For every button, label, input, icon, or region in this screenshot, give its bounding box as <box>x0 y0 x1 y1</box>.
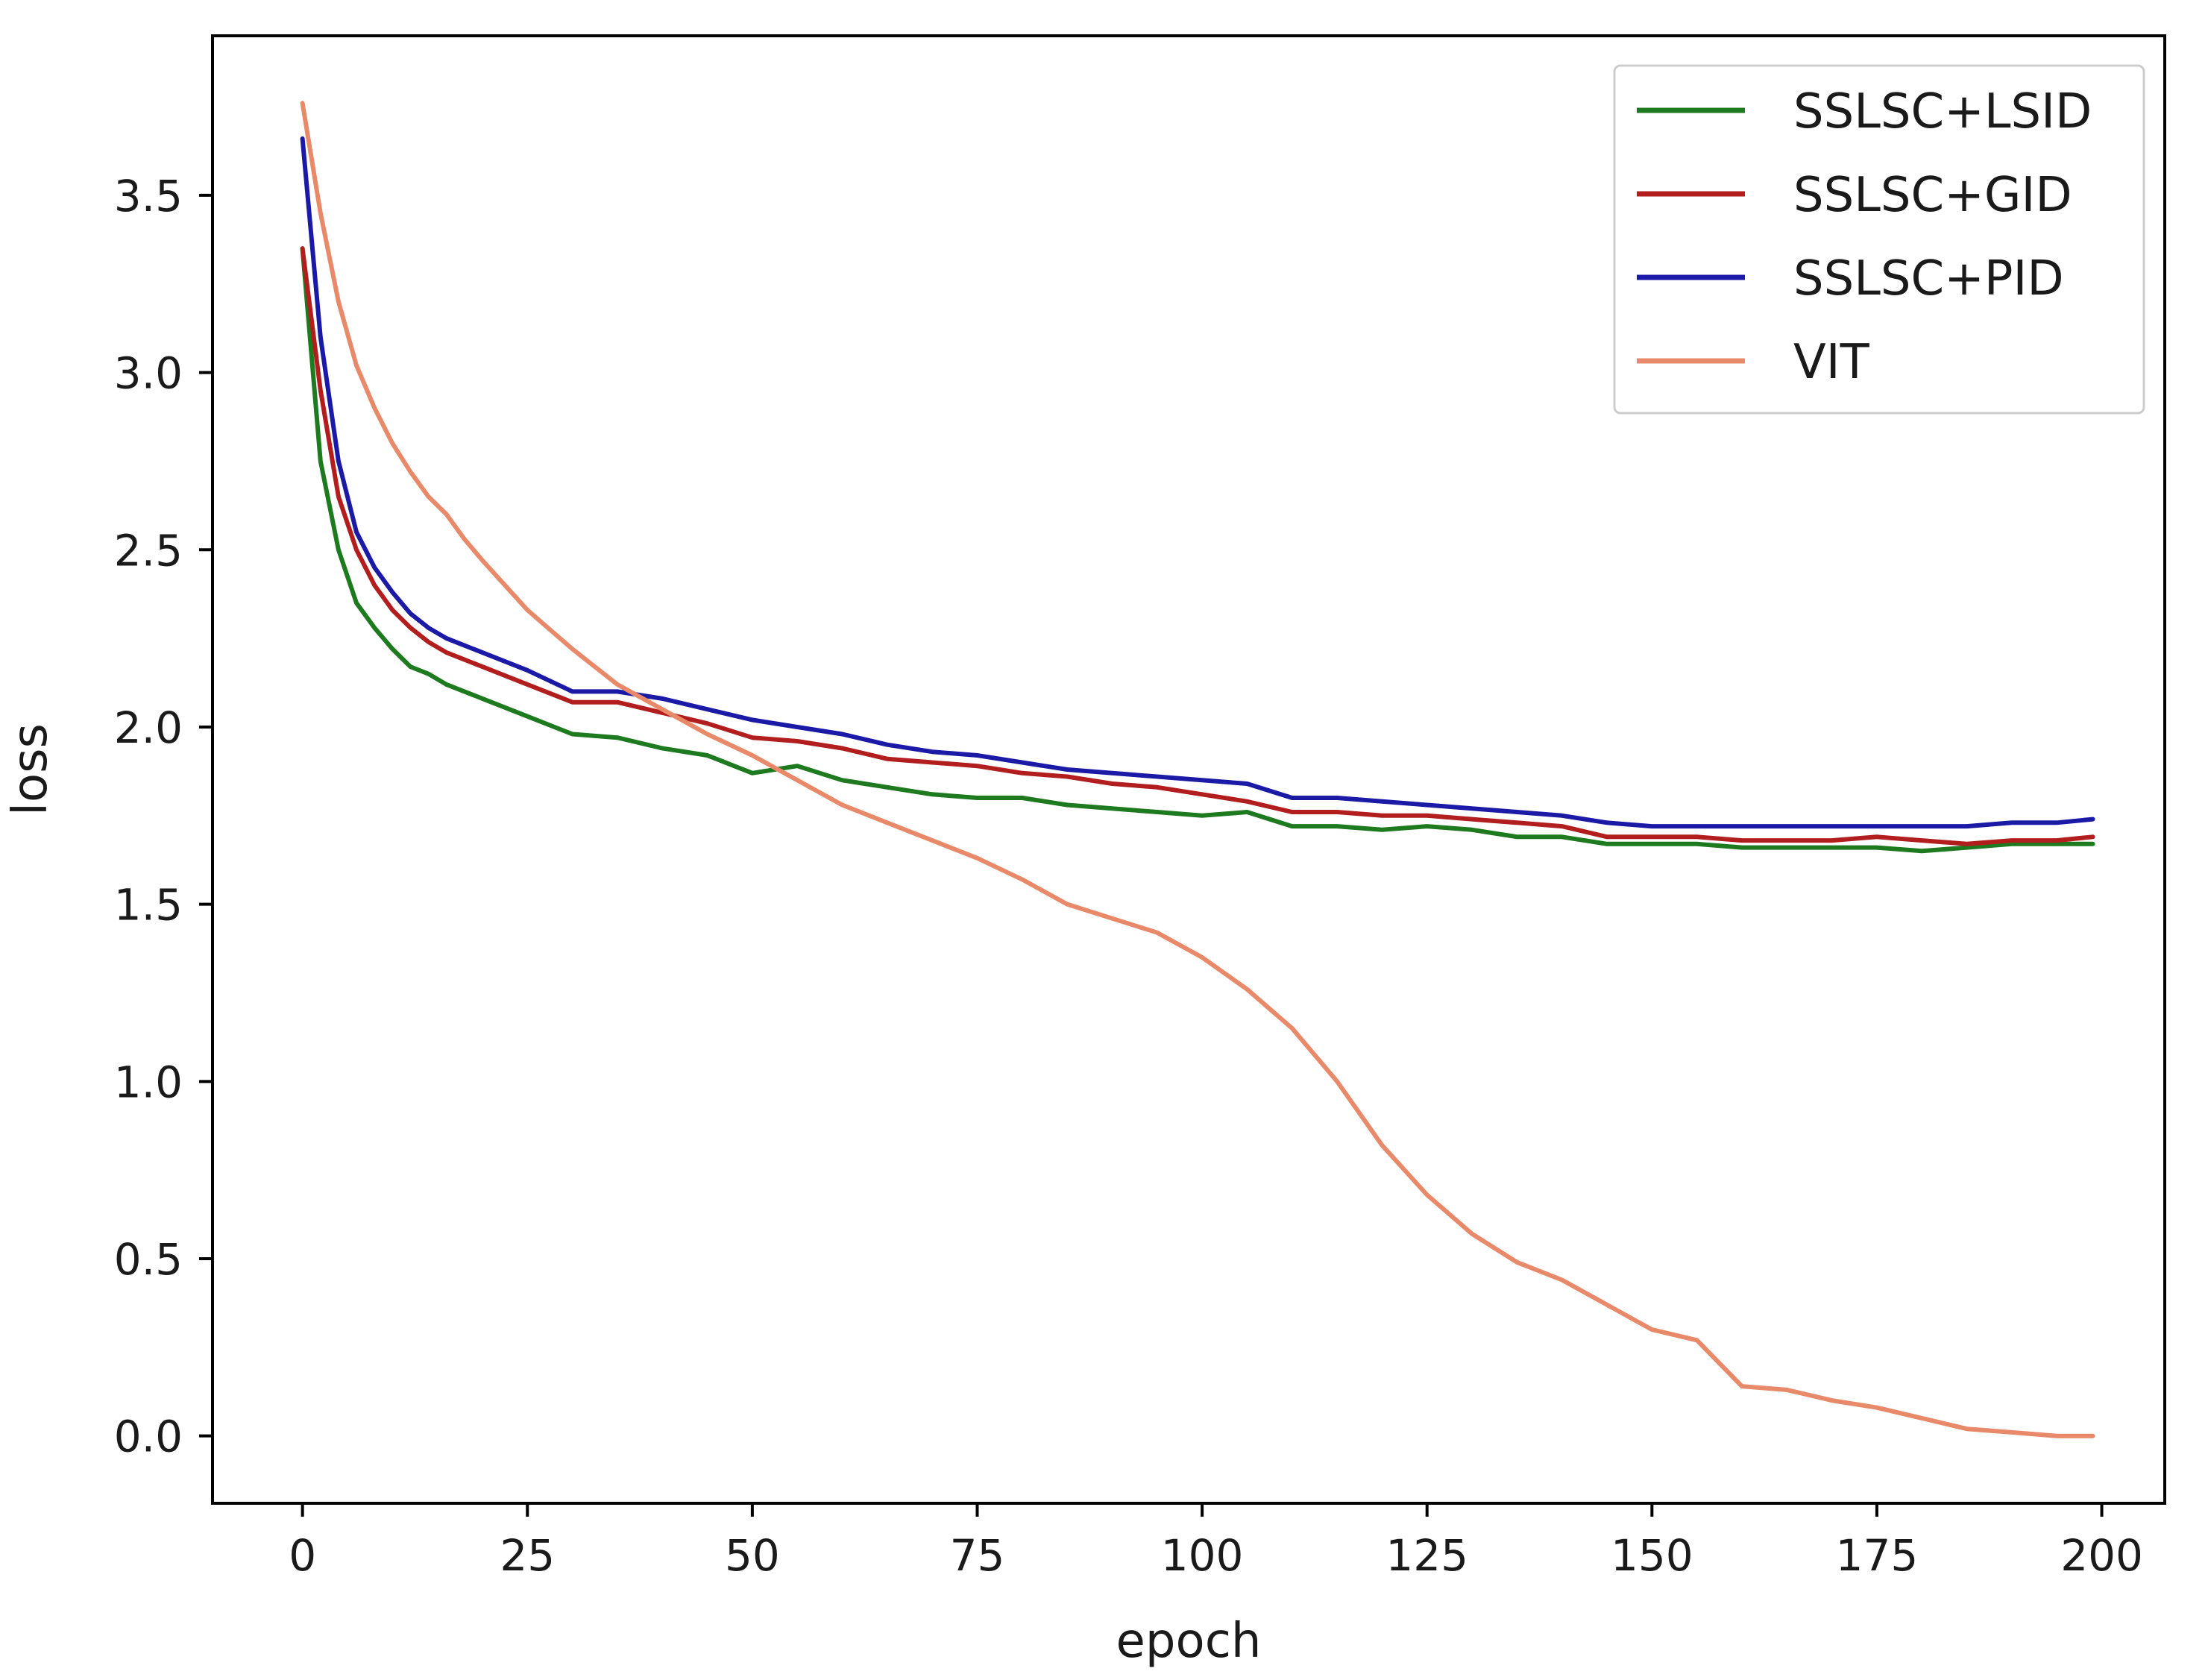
x-tick-label: 200 <box>2060 1530 2143 1581</box>
y-tick-label: 2.0 <box>114 702 183 753</box>
x-axis: 0 25 50 75 100 125 150 175 200 <box>289 1503 2143 1581</box>
legend-label-vit: VIT <box>1793 335 1870 390</box>
x-tick-label: 75 <box>950 1530 1005 1581</box>
y-tick-label: 3.5 <box>114 171 183 221</box>
plot-area <box>211 34 2166 1505</box>
legend-box <box>1613 64 2145 415</box>
x-axis-label: epoch <box>1116 1614 1262 1669</box>
y-tick-label: 1.0 <box>114 1057 183 1107</box>
series-line-sslsc-gid <box>300 246 2095 846</box>
plot-frame <box>211 34 2166 1505</box>
y-axis-label: loss <box>3 723 58 816</box>
legend: SSLSC+LSID SSLSC+GID SSLSC+PID VIT <box>1613 64 2145 415</box>
series-line-sslsc-pid <box>300 136 2095 829</box>
y-tick-label: 0.0 <box>114 1412 183 1462</box>
series-line-vit <box>300 101 2095 1438</box>
x-tick-label: 25 <box>500 1530 555 1581</box>
x-tick-label: 100 <box>1161 1530 1244 1581</box>
series-line-sslsc-lsid <box>300 246 2095 854</box>
y-tick-label: 3.0 <box>114 348 183 399</box>
legend-label-sslsc-gid: SSLSC+GID <box>1793 168 2072 223</box>
x-tick-label: 50 <box>725 1530 780 1581</box>
legend-label-sslsc-lsid: SSLSC+LSID <box>1793 84 2092 139</box>
x-tick-label: 175 <box>1836 1530 1919 1581</box>
legend-label-sslsc-pid: SSLSC+PID <box>1793 251 2064 306</box>
x-tick-label: 150 <box>1611 1530 1693 1581</box>
y-axis: 0.0 0.5 1.0 1.5 2.0 2.5 3.0 3.5 <box>114 171 213 1462</box>
y-tick-label: 1.5 <box>114 880 183 931</box>
x-tick-label: 0 <box>289 1530 316 1581</box>
y-tick-label: 0.5 <box>114 1234 183 1285</box>
x-tick-label: 125 <box>1385 1530 1468 1581</box>
y-tick-label: 2.5 <box>114 525 183 576</box>
series-layer <box>300 101 2095 1438</box>
